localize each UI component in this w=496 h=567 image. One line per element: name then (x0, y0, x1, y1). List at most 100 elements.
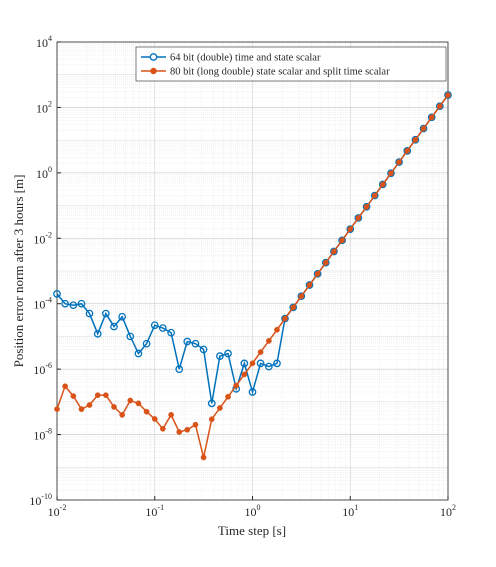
data-point (183, 337, 192, 346)
tick-exponent: 2 (452, 503, 456, 512)
data-point (249, 360, 256, 367)
data-point (135, 400, 142, 407)
data-point (339, 237, 345, 244)
tick-label: 10-2 (33, 230, 52, 246)
tick-base: 10 (440, 505, 452, 519)
data-point (216, 352, 224, 360)
tick-base: 10 (48, 505, 60, 519)
data-point (77, 299, 86, 308)
data-point (176, 429, 183, 435)
data-point (78, 406, 85, 412)
tick-exponent: -2 (45, 230, 52, 239)
tick-label: 100 (245, 503, 261, 519)
tick-label: 102 (36, 99, 52, 115)
data-point (168, 412, 174, 418)
tick-base: 10 (33, 232, 45, 246)
data-point (85, 309, 94, 318)
data-point (435, 102, 444, 111)
data-point (127, 397, 134, 404)
data-point (101, 309, 110, 318)
data-point (248, 388, 257, 396)
data-point (111, 404, 117, 410)
data-point (273, 359, 281, 368)
tick-label: 102 (440, 503, 456, 519)
data-point (175, 365, 184, 373)
tick-exponent: -6 (45, 361, 52, 370)
data-point (331, 248, 337, 255)
data-point (428, 114, 435, 121)
y-axis-label: Position error norm after 3 hours [m] (11, 175, 26, 368)
data-point (427, 113, 436, 122)
data-point (93, 329, 102, 338)
tick-label: 100 (36, 165, 52, 181)
data-point (69, 301, 78, 310)
data-point (265, 362, 273, 371)
data-point (371, 192, 378, 199)
data-point (70, 393, 77, 399)
data-point (330, 247, 338, 256)
tick-exponent: 1 (354, 503, 358, 512)
tick-exponent: 0 (48, 165, 52, 174)
data-point (159, 425, 166, 432)
tick-base: 10 (29, 494, 41, 508)
tick-exponent: -8 (45, 426, 52, 435)
data-point (158, 324, 167, 332)
data-point (411, 135, 420, 144)
data-point (142, 339, 151, 348)
tick-base: 10 (36, 36, 48, 50)
data-point (224, 349, 232, 358)
data-point (306, 282, 313, 288)
data-point (290, 304, 297, 311)
tick-base: 10 (36, 167, 48, 181)
data-point (322, 259, 329, 266)
data-point (217, 405, 223, 411)
data-point (118, 312, 127, 321)
tick-label: 104 (36, 34, 52, 50)
tick-exponent: 2 (48, 99, 52, 108)
data-point (370, 191, 379, 200)
tick-label: 10-4 (33, 296, 52, 312)
data-point (363, 203, 370, 210)
data-point (274, 326, 280, 333)
data-point (419, 124, 428, 133)
data-point (54, 406, 60, 412)
data-point (289, 303, 298, 312)
x-axis-label: Time step [s] (218, 523, 286, 538)
data-point (282, 315, 288, 322)
data-point (395, 158, 403, 166)
data-point (86, 402, 93, 408)
data-point (119, 412, 126, 418)
tick-base: 10 (342, 505, 354, 519)
data-point (200, 454, 207, 461)
data-point (257, 349, 264, 355)
tick-exponent: 4 (48, 34, 52, 43)
data-point (396, 159, 402, 165)
data-point (313, 269, 322, 278)
data-point (297, 292, 306, 301)
data-point (298, 293, 305, 300)
data-point (412, 136, 419, 143)
legend-label: 64 bit (double) time and state scalar (170, 52, 321, 63)
data-point (150, 321, 159, 330)
data-point (102, 392, 109, 399)
tick-base: 10 (33, 428, 45, 442)
data-point (126, 332, 135, 341)
data-point (354, 214, 363, 222)
data-point (388, 170, 394, 177)
data-point (184, 426, 191, 433)
data-point (346, 225, 355, 233)
tick-label: 10-6 (33, 361, 52, 377)
data-point (404, 148, 411, 154)
tick-base: 10 (33, 363, 45, 377)
data-point (134, 349, 143, 358)
tick-exponent: -1 (157, 503, 164, 512)
data-point (240, 359, 249, 368)
tick-base: 10 (36, 101, 48, 115)
data-point (94, 392, 101, 399)
tick-exponent: -2 (60, 503, 67, 512)
legend-box (135, 46, 447, 82)
data-point (191, 339, 200, 348)
data-point (314, 270, 321, 277)
